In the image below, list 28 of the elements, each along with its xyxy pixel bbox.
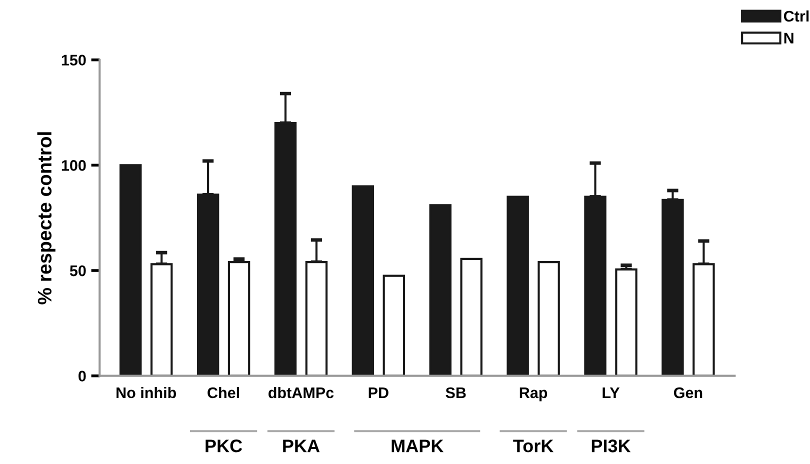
y-axis-title: % respecte control: [37, 132, 56, 304]
y-tick-label: 0: [78, 370, 86, 382]
bar: [352, 185, 374, 376]
bar: [228, 261, 250, 376]
y-tick-label: 150: [62, 54, 86, 66]
text: PKC: [206, 440, 242, 452]
x-tick-label: Chel: [208, 386, 240, 398]
y-tick-label: 100: [62, 160, 86, 171]
text: PI3K: [592, 440, 631, 452]
bar: [460, 258, 482, 376]
text: TorK: [513, 440, 554, 452]
text: PKA: [283, 440, 320, 452]
x-tick-label: Rap: [520, 388, 548, 402]
text: MAPK: [392, 440, 444, 452]
bar: [506, 196, 529, 376]
legend-label: N: [784, 32, 794, 44]
bar: [119, 164, 142, 376]
x-tick-label: SB: [446, 387, 466, 398]
bar: [538, 261, 560, 376]
x-tick-label: dbtAMPc: [268, 386, 334, 398]
bar: [382, 274, 406, 376]
x-tick-label: LY: [602, 388, 620, 398]
x-tick-label: PD: [368, 388, 388, 398]
bar: [429, 204, 452, 376]
x-tick-label: Gen: [674, 387, 702, 398]
x-tick-label: No inhib: [116, 386, 176, 398]
y-tick-label: 50: [70, 265, 86, 276]
legend-label: Ctrl: [784, 10, 809, 22]
